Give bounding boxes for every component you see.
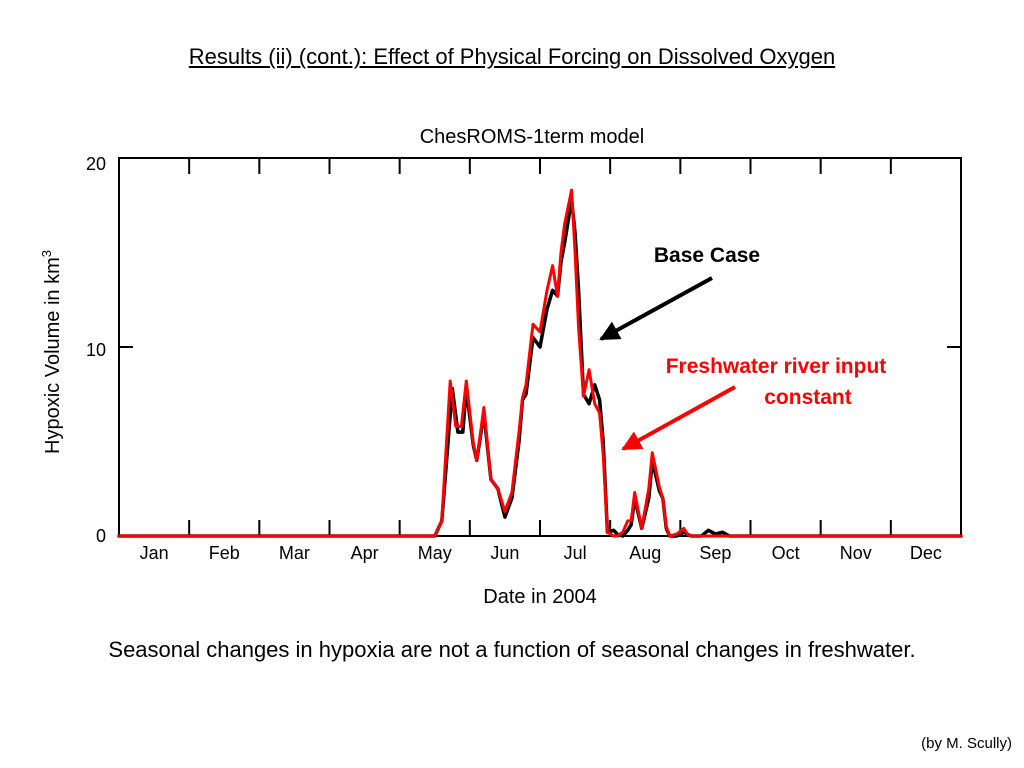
x-tick-label-jan: Jan <box>140 543 169 563</box>
x-tick-label-aug: Aug <box>629 543 661 563</box>
y-axis-label-text: Hypoxic Volume in km <box>42 257 64 454</box>
slide-title: Results (ii) (cont.): Effect of Physical… <box>188 44 836 69</box>
freshwater-label-line1: Freshwater river input <box>666 355 887 378</box>
x-tick-label-mar: Mar <box>279 543 310 563</box>
freshwater-label-line2: constant <box>764 386 852 409</box>
chart-title: ChesROMS-1term model <box>420 126 645 148</box>
x-tick-label-sep: Sep <box>699 543 731 563</box>
y-axis-label: Hypoxic Volume in km3 <box>39 250 64 454</box>
base-case-arrow <box>599 276 713 341</box>
series-lines <box>117 188 963 538</box>
tick-marks <box>119 158 961 536</box>
x-tick-labels: Jan Feb Mar Apr May Jun Jul Aug Sep Oct Nov Dec <box>140 543 942 563</box>
y-axis-label-sup: 3 <box>39 250 54 257</box>
x-tick-label-feb: Feb <box>209 543 240 563</box>
x-tick-label-jul: Jul <box>564 543 587 563</box>
credit-note: (by M. Scully) <box>921 735 1012 752</box>
freshwater-arrow <box>621 385 736 451</box>
slide-caption: Seasonal changes in hypoxia are not a fu… <box>108 637 916 662</box>
x-tick-label-dec: Dec <box>910 543 942 563</box>
series-line-freshwater-constant <box>117 188 963 538</box>
y-tick-label-10: 10 <box>86 340 106 360</box>
x-tick-label-jun: Jun <box>490 543 519 563</box>
y-tick-label-0: 0 <box>96 526 106 546</box>
x-tick-label-oct: Oct <box>772 543 800 563</box>
x-axis-label: Date in 2004 <box>483 586 596 608</box>
base-case-label: Base Case <box>654 244 760 267</box>
x-tick-label-apr: Apr <box>351 543 379 563</box>
x-tick-label-may: May <box>418 543 452 563</box>
x-tick-label-nov: Nov <box>840 543 872 563</box>
y-tick-label-20: 20 <box>86 154 106 174</box>
